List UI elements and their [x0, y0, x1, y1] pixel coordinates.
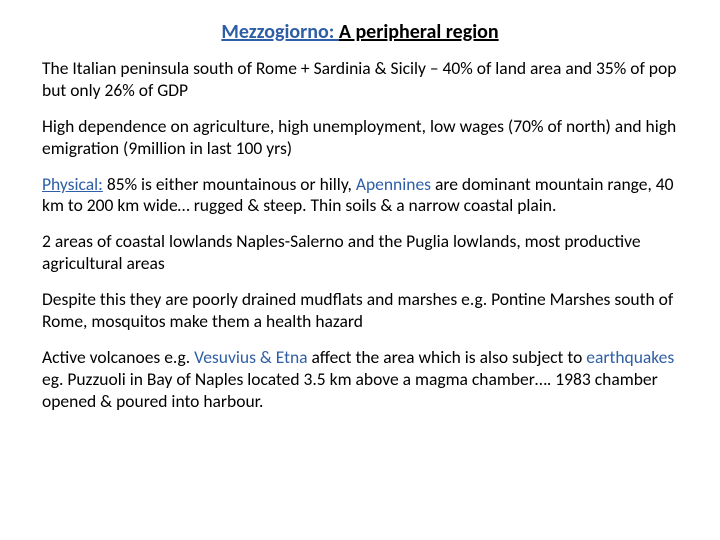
physical-label: Physical: [42, 173, 103, 195]
p6-b: affect the area which is also subject to [308, 346, 587, 368]
title-main: A peripheral region [339, 20, 499, 44]
title-prefix: Mezzogiorno: [221, 20, 338, 44]
p6-c: eg. Puzzuoli in Bay of Naples located 3.… [42, 368, 658, 412]
slide-title: Mezzogiorno: A peripheral region [42, 20, 678, 44]
paragraph-1: The Italian peninsula south of Rome + Sa… [42, 58, 678, 102]
paragraph-2: High dependence on agriculture, high une… [42, 116, 678, 160]
paragraph-5: Despite this they are poorly drained mud… [42, 289, 678, 333]
vesuvius-etna-term: Vesuvius & Etna [194, 346, 307, 368]
paragraph-4: 2 areas of coastal lowlands Naples-Saler… [42, 231, 678, 275]
p6-a: Active volcanoes e.g. [42, 346, 194, 368]
paragraph-3: Physical: 85% is either mountainous or h… [42, 174, 678, 218]
paragraph-6: Active volcanoes e.g. Vesuvius & Etna af… [42, 347, 678, 413]
p3-mid1: 85% is either mountainous or hilly, [103, 173, 356, 195]
apennines-term: Apennines [356, 173, 431, 195]
earthquakes-term: earthquakes [586, 346, 674, 368]
